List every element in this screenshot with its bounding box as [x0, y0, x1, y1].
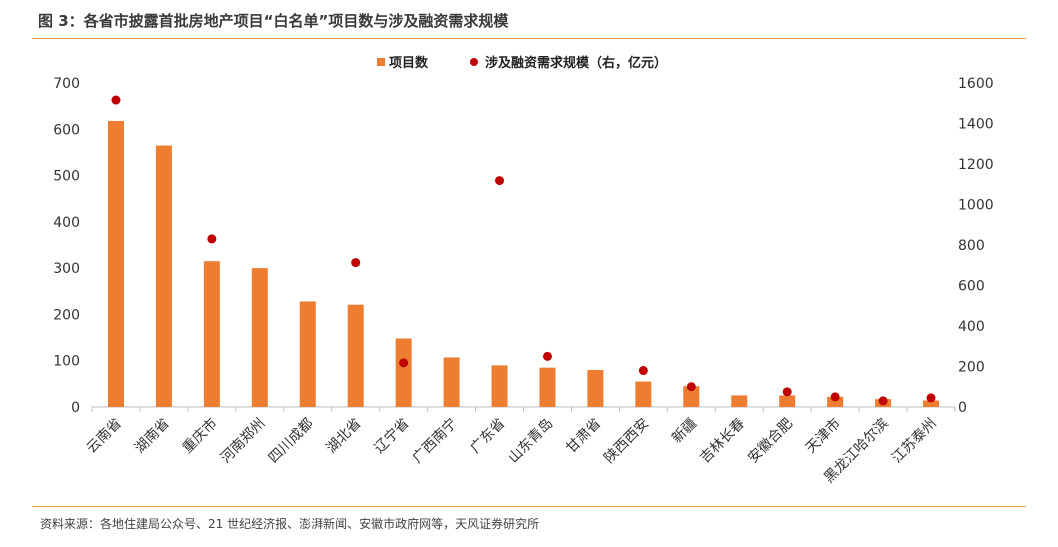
legend-dot-swatch	[470, 58, 478, 66]
y-right-tick-label: 600	[958, 279, 985, 295]
y-right-tick-label: 400	[958, 319, 985, 335]
y-left-tick-label: 400	[53, 215, 80, 231]
legend-bar-label: 项目数	[389, 55, 429, 71]
data-point	[638, 366, 648, 376]
data-point	[495, 176, 505, 186]
bar	[443, 357, 460, 407]
chart-axes: 0 100 200 300 400 500 600 700 0 200 400 600 800 1000 1…	[53, 76, 993, 416]
data-point	[686, 382, 696, 392]
data-point	[351, 258, 361, 268]
bar	[107, 120, 124, 407]
y-right-tick-label: 1600	[958, 76, 994, 92]
legend-bar-swatch	[377, 58, 385, 66]
x-tick-label: 湖北省	[324, 416, 365, 457]
data-point	[399, 358, 409, 368]
x-tick-label: 河南郑州	[218, 416, 269, 467]
x-tick-label: 陕西西安	[601, 416, 652, 467]
x-tick-label: 广东省	[467, 416, 508, 457]
x-tick-label: 江苏泰州	[889, 416, 940, 467]
y-left-tick-label: 0	[71, 400, 80, 416]
bar	[827, 396, 844, 407]
data-point	[926, 393, 936, 403]
y-left-tick-label: 100	[53, 354, 80, 370]
dot-series	[111, 95, 936, 406]
bar	[203, 261, 220, 407]
bar	[731, 395, 748, 407]
title-divider	[32, 38, 1026, 39]
x-tick-label: 安徽合肥	[745, 416, 796, 467]
x-tick-label: 云南省	[84, 416, 125, 457]
y-right-tick-label: 0	[958, 400, 967, 416]
source-note: 资料来源：各地住建局公众号、21 世纪经济报、澎湃新闻、安徽市政府网等，天风证券…	[40, 517, 540, 531]
x-tick-label: 四川成都	[266, 416, 317, 467]
bar	[251, 268, 268, 407]
data-point	[878, 396, 888, 406]
y-left-tick-label: 500	[53, 169, 80, 185]
data-point	[542, 351, 552, 361]
y-left-tick-label: 700	[53, 76, 80, 92]
bar	[779, 395, 796, 407]
data-point	[830, 392, 840, 402]
y-right-tick-label: 800	[958, 238, 985, 254]
y-left-tick-label: 300	[53, 261, 80, 277]
x-tick-label: 湖南省	[132, 416, 173, 457]
data-point	[111, 95, 121, 105]
y-right-tick-label: 1200	[958, 157, 994, 173]
x-tick-label: 重庆市	[179, 415, 221, 457]
x-tick-label: 甘肃省	[563, 416, 604, 457]
bar	[395, 338, 412, 407]
figure-title: 图 3：各省市披露首批房地产项目“白名单”项目数与涉及融资需求规模	[38, 12, 509, 30]
x-tick-label: 辽宁省	[371, 415, 413, 457]
bar	[587, 369, 604, 407]
bar	[299, 301, 316, 407]
bar	[491, 365, 508, 407]
x-tick-label: 天津市	[802, 415, 844, 457]
x-tick-label: 山东青岛	[505, 416, 556, 467]
source-divider	[32, 506, 1026, 507]
y-left-tick-label: 200	[53, 307, 80, 323]
x-tick-label: 新疆	[669, 416, 700, 447]
bar	[539, 367, 556, 407]
y-right-tick-label: 1400	[958, 117, 994, 133]
data-point	[207, 234, 217, 244]
bar	[923, 400, 940, 407]
bar	[635, 381, 652, 407]
y-right-tick-label: 200	[958, 360, 985, 376]
chart-legend: 项目数 涉及融资需求规模（右，亿元）	[377, 55, 667, 71]
bar	[155, 145, 172, 407]
data-point	[782, 387, 792, 397]
y-right-tick-label: 1000	[958, 198, 994, 214]
legend-dot-label: 涉及融资需求规模（右，亿元）	[485, 55, 667, 71]
bar	[347, 304, 364, 407]
bar	[683, 386, 700, 407]
y-left-tick-label: 600	[53, 122, 80, 138]
x-tick-label: 广西南宁	[409, 415, 461, 467]
bar-series	[107, 120, 940, 407]
x-tick-label: 吉林长春	[697, 416, 748, 467]
